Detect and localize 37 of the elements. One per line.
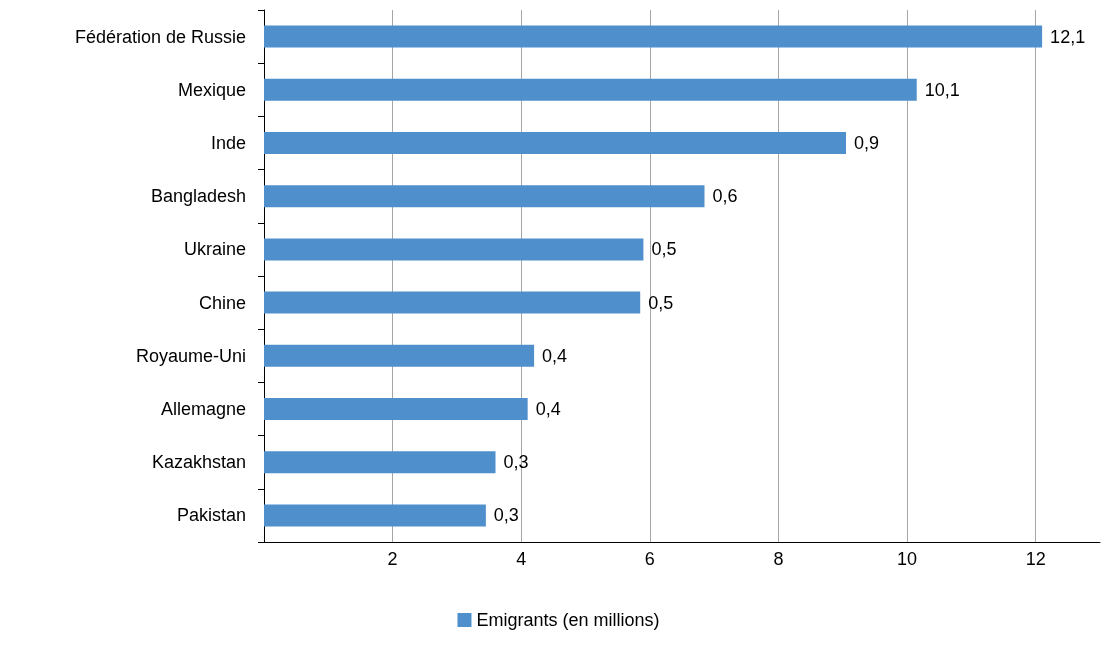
legend-label: Emigrants (en millions) [476, 610, 660, 630]
x-tick-label: 10 [897, 549, 918, 569]
x-tick-label: 2 [387, 549, 398, 569]
bar [264, 344, 535, 367]
annotation: 0,6 [712, 186, 738, 207]
annotation: 0,9 [853, 133, 880, 153]
x-tick-label: 4 [516, 549, 527, 569]
y-tick-label: Royaume-Uni [135, 345, 246, 366]
x-tick-label: 12 [1025, 549, 1046, 569]
bar [264, 132, 846, 154]
bar [264, 398, 528, 420]
y-tick-label: Chine [198, 292, 246, 313]
annotation: 0,5 [648, 292, 674, 313]
annotation: 0,3 [503, 452, 529, 473]
y-tick-label: Fédération de Russie [74, 26, 246, 47]
x-tick-label: 8 [773, 549, 784, 569]
bar [264, 25, 1043, 48]
bar [264, 504, 486, 527]
bar [264, 78, 917, 101]
annotation: 0,4 [535, 399, 561, 419]
annotation: 0,4 [542, 345, 568, 366]
annotation: 12,1 [1050, 26, 1086, 47]
bar [264, 291, 641, 314]
y-tick-label: Ukraine [183, 239, 246, 260]
bar [264, 238, 644, 261]
y-tick-label: Mexique [177, 79, 246, 100]
annotation: 0,5 [651, 239, 677, 260]
y-tick-label: Inde [210, 133, 246, 153]
y-tick-label: Bangladesh [150, 186, 246, 207]
annotation: 0,3 [493, 505, 519, 526]
bar [264, 451, 496, 474]
annotation: 10,1 [924, 79, 960, 100]
y-tick-label: Allemagne [160, 399, 246, 419]
y-tick-label: Kazakhstan [151, 452, 246, 473]
y-tick-label: Pakistan [176, 505, 246, 526]
x-tick-label: 6 [644, 549, 655, 569]
bar [264, 185, 705, 208]
